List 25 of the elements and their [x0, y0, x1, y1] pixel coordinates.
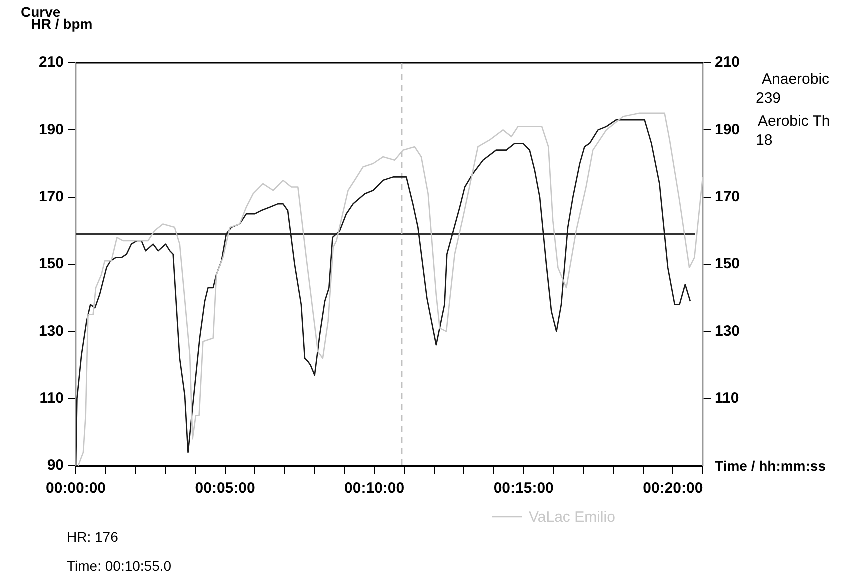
y-tick-label: 210 [38, 54, 64, 72]
x-tick-label: 00:00:00 [46, 480, 106, 498]
x-tick-label: 00:10:00 [344, 480, 405, 498]
x-tick-label: 00:20:00 [643, 480, 704, 498]
y-tick-label: 90 [47, 457, 64, 474]
y-tick-label: 110 [40, 390, 64, 407]
text: Anaerobic [762, 71, 830, 88]
text: Time: 00:10:55.0 [67, 558, 172, 574]
y2-tick-label: 170 [715, 188, 740, 206]
y2-tick-label: 150 [715, 256, 740, 273]
x-tick-label: 00:15:00 [494, 480, 554, 498]
text: 239 [756, 90, 782, 107]
y2-tick-label: 190 [715, 121, 740, 138]
y-tick-label: 190 [38, 121, 64, 138]
y2-tick-label: 130 [715, 322, 740, 340]
y-tick-label: 150 [38, 256, 64, 273]
y2-tick-label: 110 [715, 390, 740, 407]
text: HR: 176 [67, 529, 119, 545]
y-tick-label: 170 [38, 188, 64, 206]
x-axis-title: Time / hh:mm:ss [715, 458, 826, 474]
x-tick-label: 00:05:00 [195, 480, 256, 498]
y-tick-label: 130 [38, 322, 64, 340]
text: 18 [756, 132, 773, 149]
y2-tick-label: 210 [715, 54, 740, 72]
text: Aerobic Th [758, 113, 830, 130]
